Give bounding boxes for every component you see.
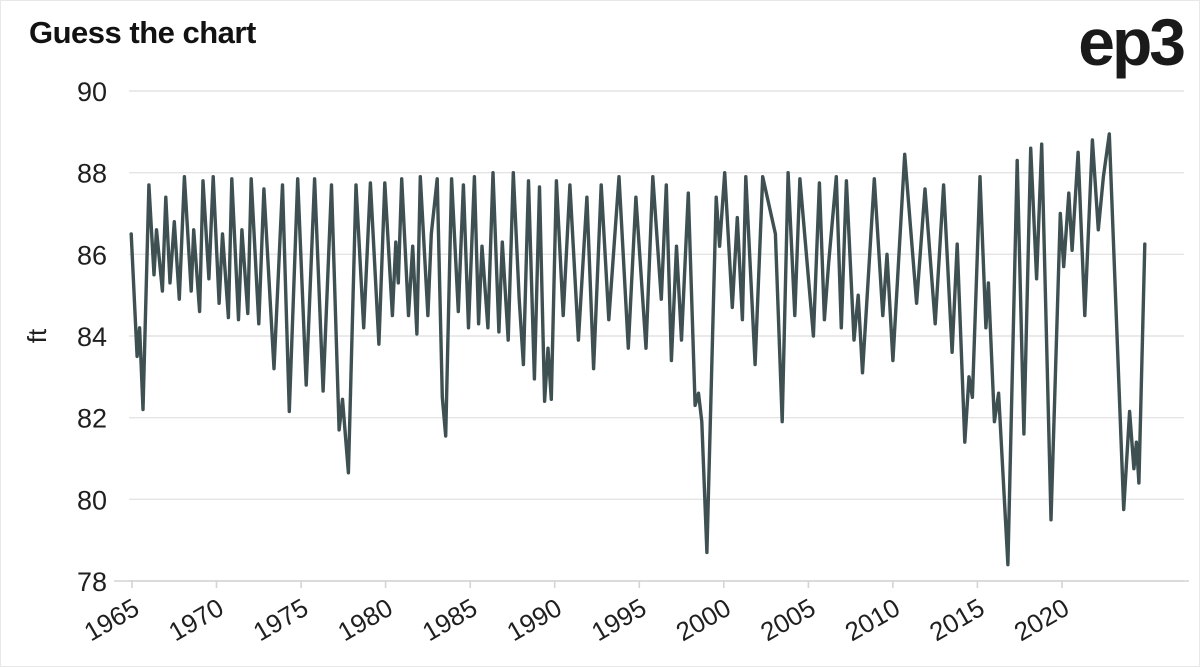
x-tick-label: 1965 [79,592,144,647]
y-tick-label: 86 [77,240,107,270]
x-tick-label: 2000 [671,592,736,647]
x-tick-label: 2020 [1009,592,1074,647]
x-tick-label: 1980 [333,592,398,647]
y-axis-label: ft [22,328,52,343]
x-tick-label: 1985 [417,592,482,647]
y-tick-label: 80 [77,485,107,515]
x-tick-label: 2010 [840,592,905,647]
y-tick-label: 84 [77,322,107,352]
x-tick-label: 2005 [755,592,820,647]
y-tick-label: 88 [77,159,107,189]
data-line-series [129,132,1147,567]
ep3-logo: ep3 [1078,5,1186,79]
x-tick-label: 2015 [924,592,989,647]
page-title: Guess the chart [29,15,256,50]
x-tick-label: 1995 [586,592,651,647]
x-tick-label: 1970 [163,592,228,647]
x-tick-label: 1975 [248,592,313,647]
y-tick-label: 78 [77,567,107,597]
y-tick-label: 90 [77,77,107,107]
y-tick-label: 82 [77,404,107,434]
x-tick-label: 1990 [502,592,567,647]
